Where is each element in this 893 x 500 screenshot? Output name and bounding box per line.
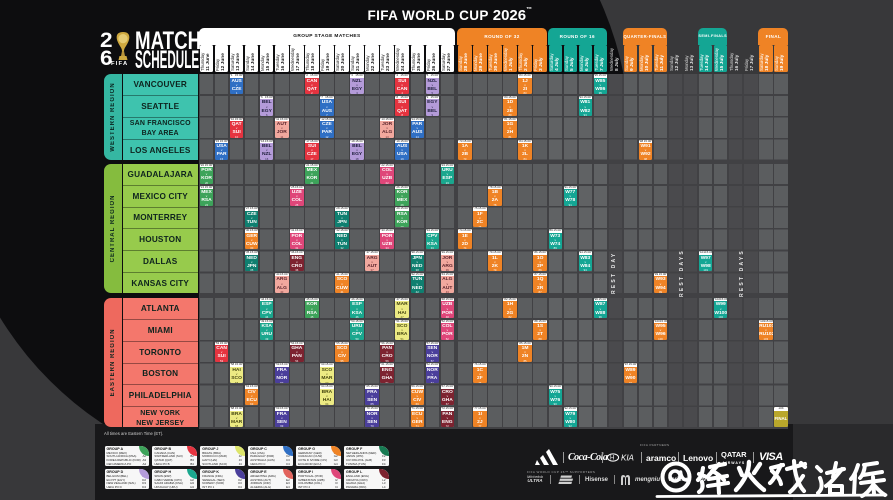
- svg-text:KIA: KIA: [621, 454, 634, 463]
- svg-text:H: H: [610, 456, 614, 462]
